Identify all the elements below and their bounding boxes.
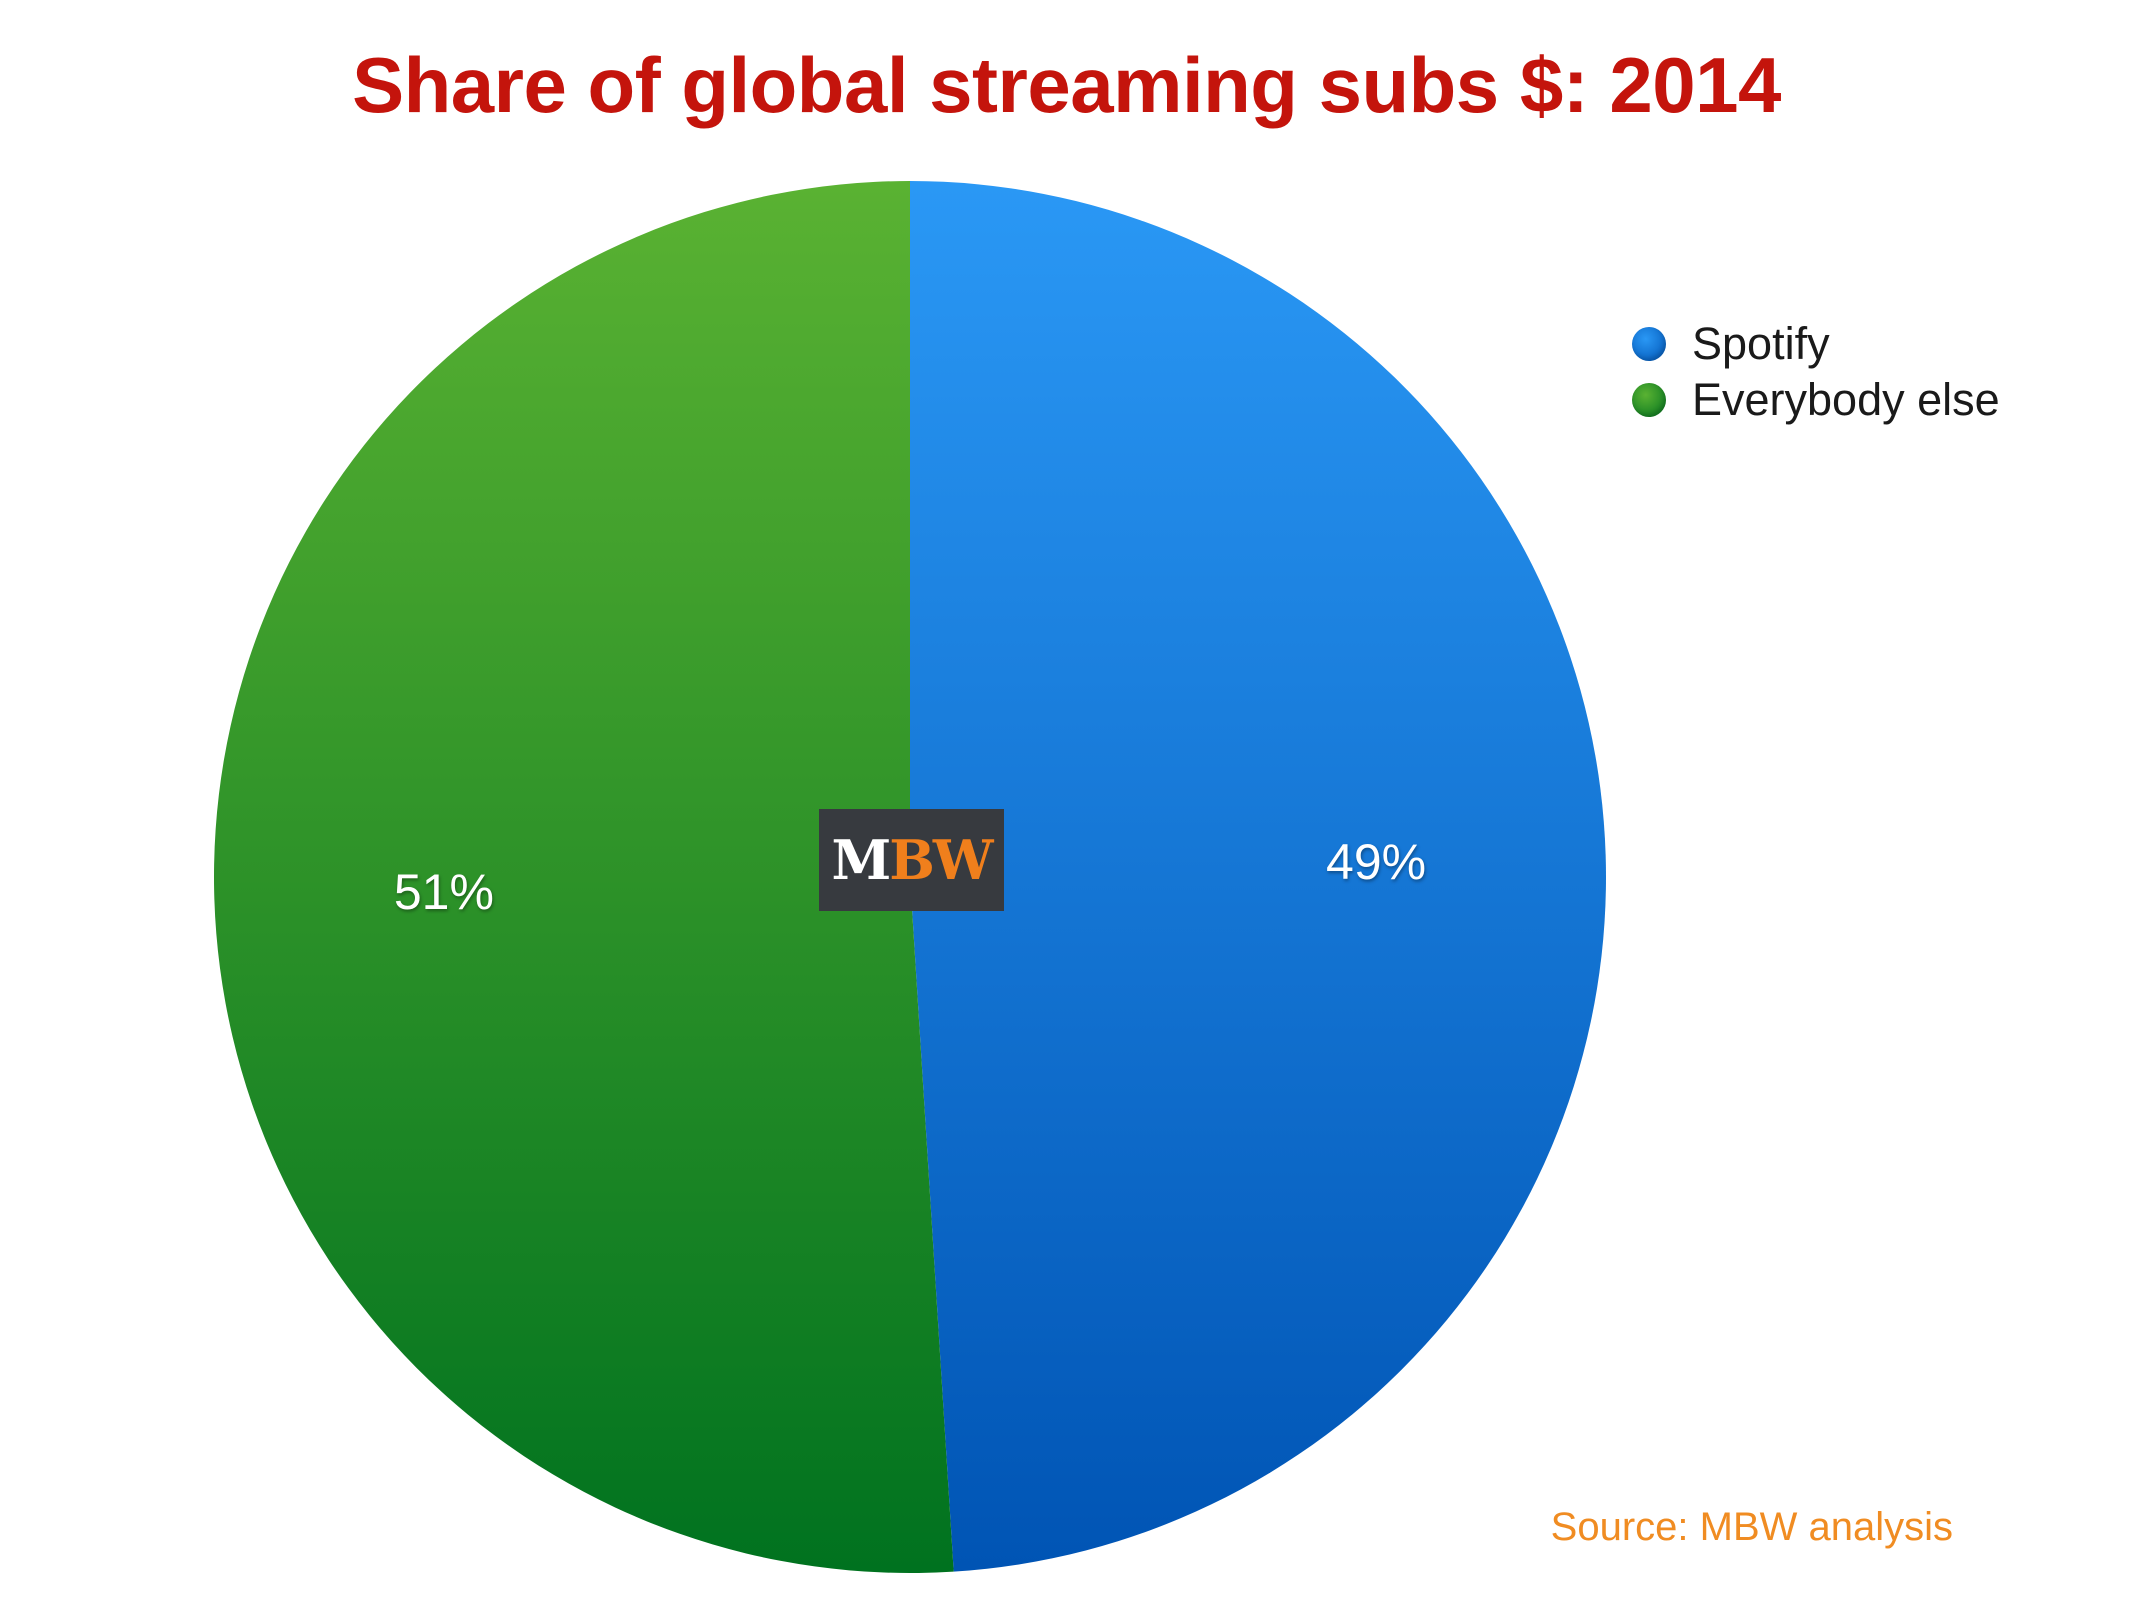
- slice-label-spotify: 49%: [1326, 834, 1427, 891]
- logo-text-m: M: [831, 828, 891, 892]
- chart-title: Share of global streaming subs $: 2014: [352, 41, 1781, 129]
- logo-text-bw: BW: [889, 828, 993, 892]
- legend-item-spotify: Spotify: [1632, 316, 2000, 372]
- legend-label: Spotify: [1692, 318, 1830, 369]
- slice-label-everybody-else: 51%: [393, 863, 494, 920]
- pie-slice-everybody-else: [213, 181, 954, 1574]
- legend-label: Everybody else: [1692, 374, 2000, 425]
- legend-swatch: [1632, 327, 1666, 361]
- pie-slice-spotify: [910, 181, 1606, 1572]
- mbw-logo: M BW: [819, 809, 1004, 911]
- legend-swatch: [1632, 383, 1666, 417]
- legend: Spotify Everybody else: [1632, 316, 2000, 428]
- legend-item-everybody-else: Everybody else: [1632, 372, 2000, 428]
- source-note: Source: MBW analysis: [1550, 1505, 1953, 1549]
